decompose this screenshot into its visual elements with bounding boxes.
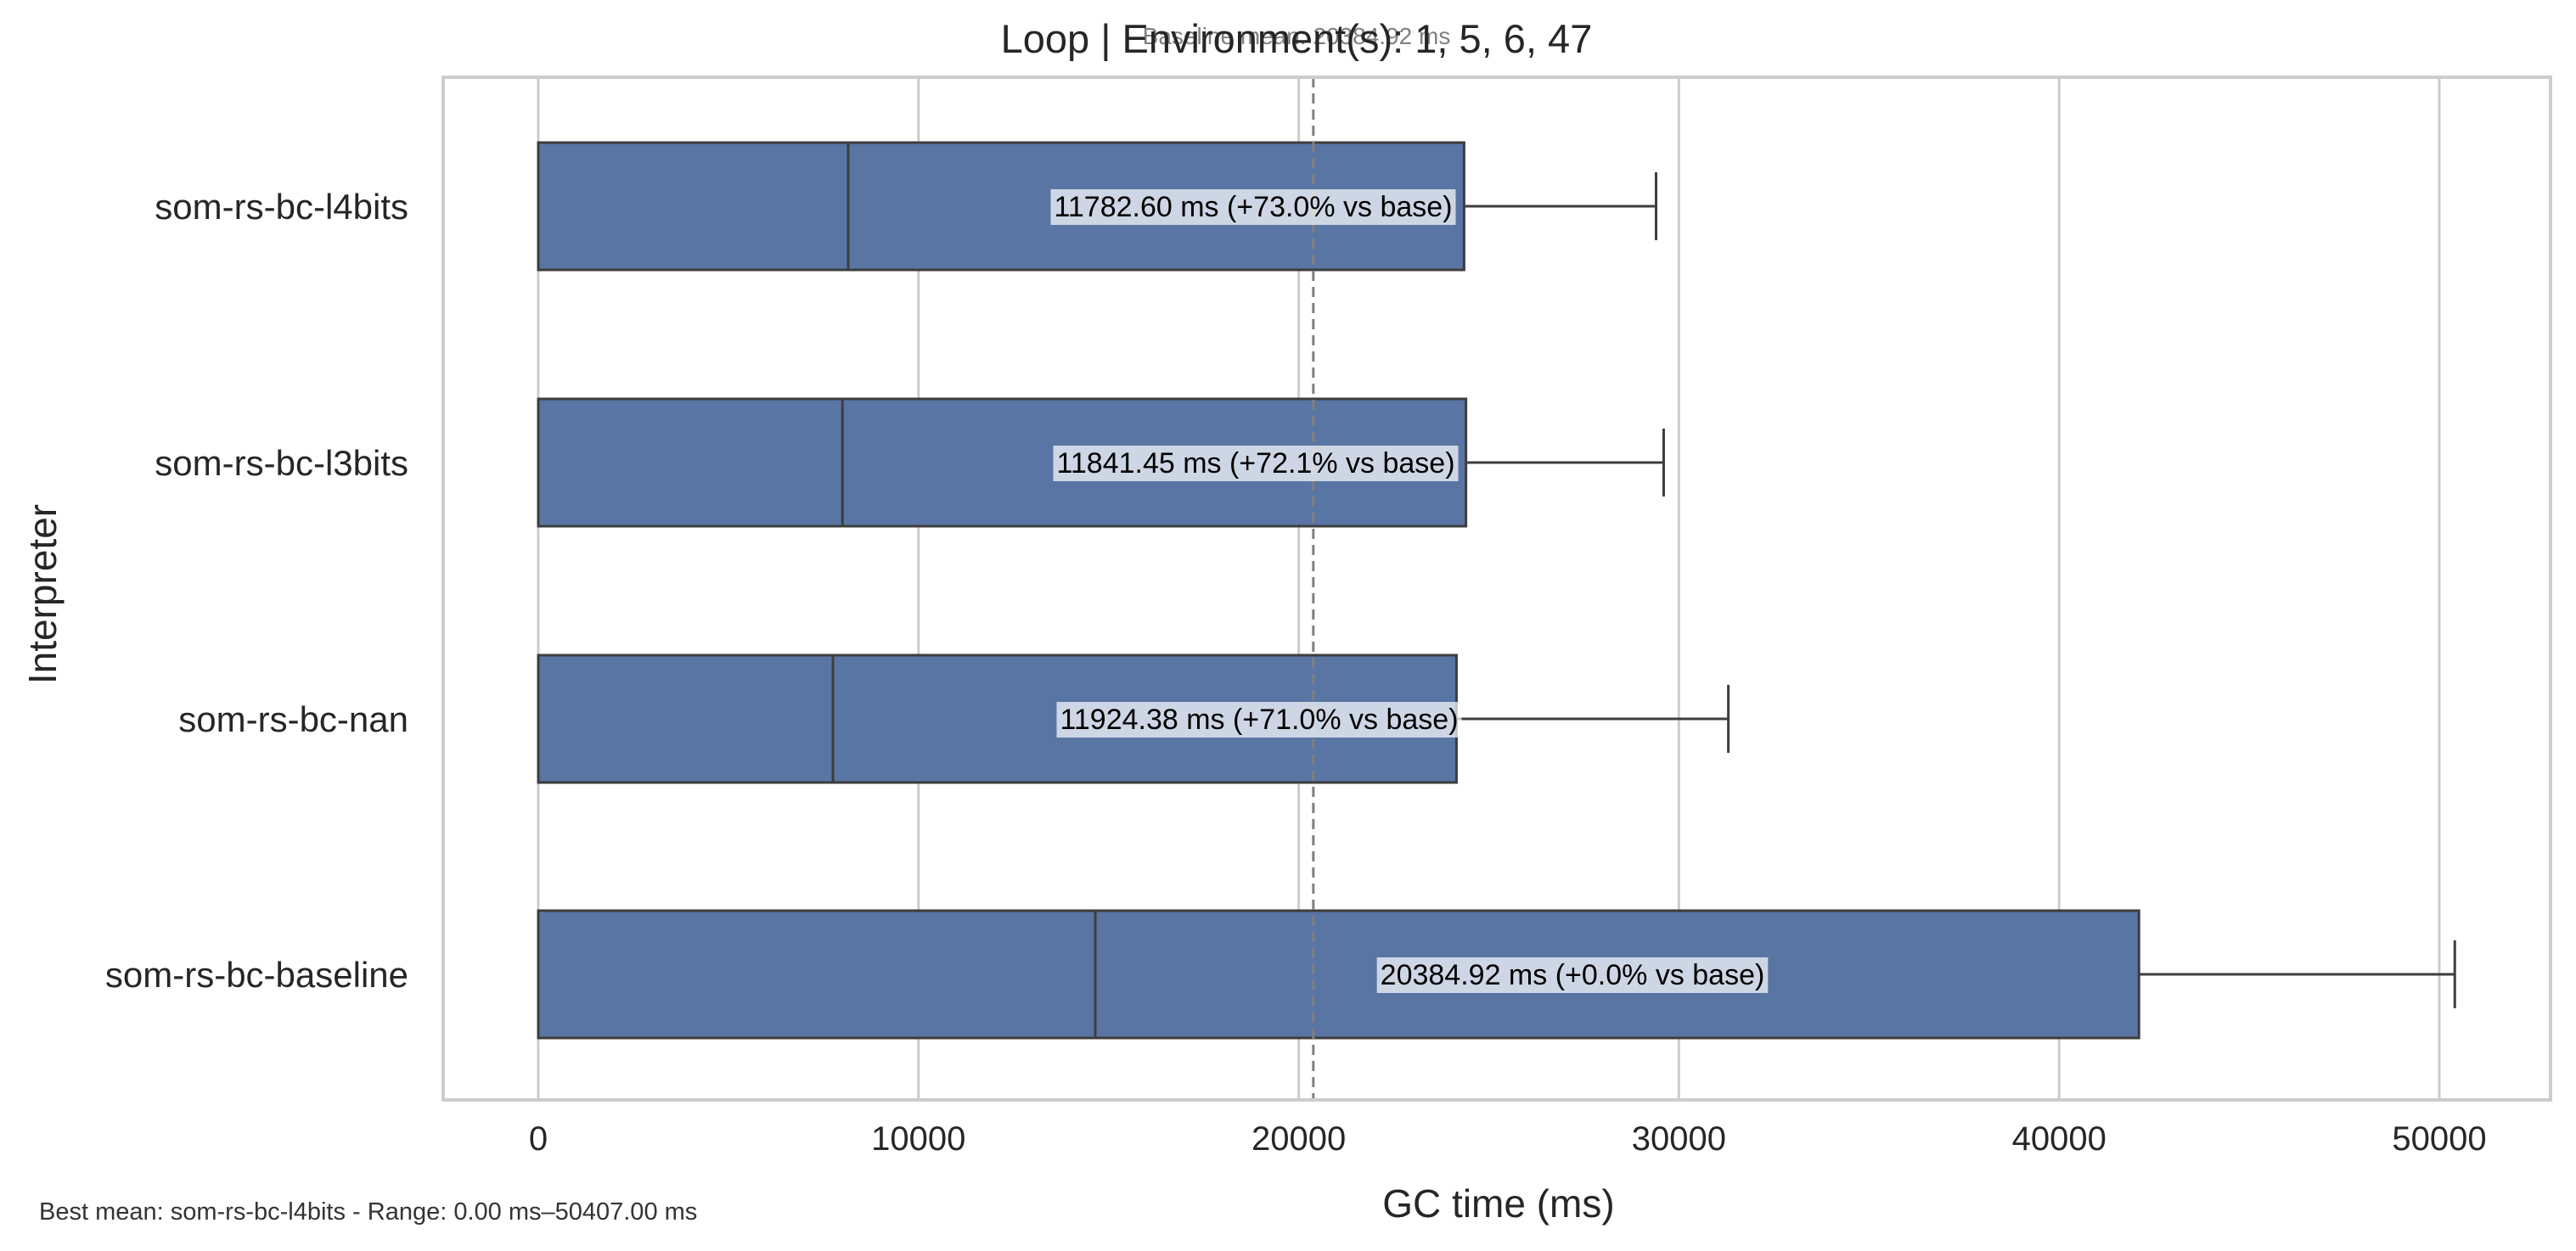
x-tick-label: 0 [529, 1120, 548, 1158]
bar-value-label: 11782.60 ms (+73.0% vs base) [1050, 189, 1456, 225]
bar-value-label-bg [1053, 446, 1459, 481]
x-tick-label: 10000 [871, 1120, 965, 1158]
y-axis-label: Interpreter [20, 504, 65, 684]
y-tick-label: som-rs-bc-baseline [105, 955, 408, 995]
bar-value-label: 11924.38 ms (+71.0% vs base) [1056, 702, 1462, 738]
bar-value-label-bg [1050, 189, 1456, 225]
x-tick-label: 40000 [2012, 1120, 2106, 1158]
footer-note: Best mean: som-rs-bc-l4bits - Range: 0.0… [39, 1198, 697, 1226]
bar-value-text: 11782.60 ms (+73.0% vs base) [1054, 191, 1452, 223]
bar-value-label-bg [1376, 957, 1769, 993]
bar-value-text: 20384.92 ms (+0.0% vs base) [1381, 959, 1765, 991]
bar-value-label-bg [1056, 702, 1462, 738]
x-axis-label: GC time (ms) [1382, 1181, 1614, 1226]
bar-value-label: 20384.92 ms (+0.0% vs base) [1376, 957, 1769, 993]
bar-value-labels: 11782.60 ms (+73.0% vs base) 11841.45 ms … [1050, 189, 1769, 993]
y-tick-labels: som-rs-bc-l4bits som-rs-bc-l3bits som-rs-b… [105, 187, 408, 995]
x-tick-labels: 0 10000 20000 30000 40000 50000 [529, 1120, 2487, 1158]
y-tick-label: som-rs-bc-l3bits [155, 443, 408, 483]
x-tick-label: 30000 [1632, 1120, 1726, 1158]
x-tick-label: 50000 [2392, 1120, 2486, 1158]
bar-value-text: 11841.45 ms (+72.1% vs base) [1056, 447, 1454, 480]
y-tick-label: som-rs-bc-nan [178, 699, 408, 739]
x-tick-label: 20000 [1251, 1120, 1346, 1158]
chart-title: Loop | Environment(s): 1, 5, 6, 47 [1001, 16, 1593, 61]
baseline-note: Baseline mean: 20384.92 ms [1143, 23, 1451, 49]
bar-value-label: 11841.45 ms (+72.1% vs base) [1053, 446, 1459, 481]
y-tick-label: som-rs-bc-l4bits [155, 187, 408, 227]
bar-group [537, 909, 2456, 1040]
bar-value-text: 11924.38 ms (+71.0% vs base) [1060, 704, 1458, 736]
bar [537, 909, 2140, 1040]
plot-frame [442, 76, 2552, 1102]
